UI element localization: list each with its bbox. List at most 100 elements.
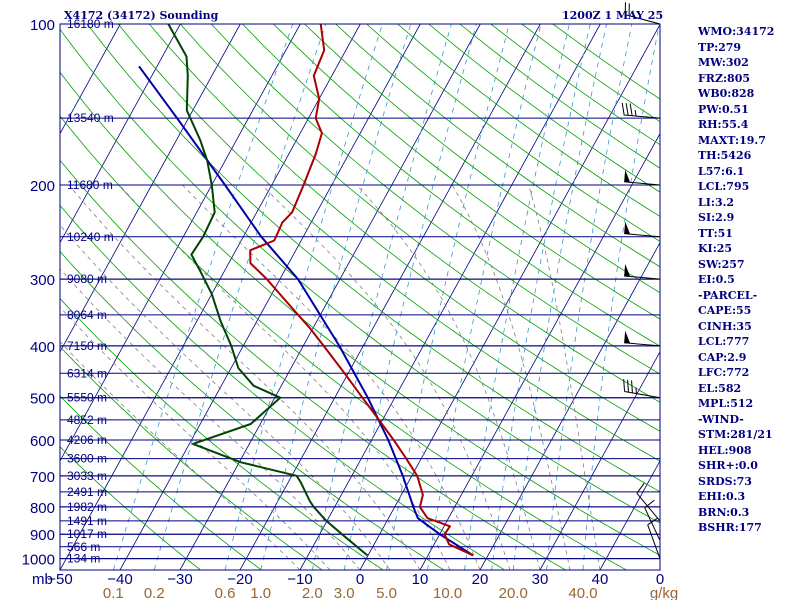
moist-adiabat-30 [356, 184, 541, 570]
dry-adiabat-80 [117, 24, 660, 462]
index-8: TH:5426 [698, 149, 752, 162]
mixing-tick-3: 1.0 [250, 585, 271, 600]
mixing-ratio-40 [582, 24, 660, 570]
dry-adiabat--30 [60, 446, 201, 570]
index-1: TP:279 [698, 40, 742, 54]
mixing-ratio-12 [464, 24, 570, 570]
wind-barb-6 [624, 221, 661, 238]
wind-staff-2 [636, 493, 661, 522]
wind-staff-8 [624, 114, 661, 119]
wind-barb-8 [621, 102, 661, 119]
mixing-ratio-20 [512, 24, 607, 570]
wind-barb-1 [644, 499, 661, 541]
dry-adiabat--20 [60, 395, 262, 570]
moist-adiabat-25 [261, 184, 511, 570]
temp-tick-0: −50 [47, 571, 72, 588]
temp-tick-2: −30 [167, 571, 192, 588]
dry-adiabat-50 [60, 71, 660, 556]
dry-adiabat-110 [211, 24, 660, 375]
height-label-600: 4206 m [67, 433, 107, 447]
index-13: TT:51 [698, 226, 733, 240]
dry-adiabat-100 [180, 24, 660, 403]
index-18: CAPE:55 [698, 304, 752, 317]
sounding-time: 1200Z 1 MAY 25 [562, 9, 664, 22]
wind-feather-3 [623, 379, 626, 392]
dry-adiabat-10 [60, 250, 445, 570]
moist-adiabat-35 [451, 184, 571, 570]
wind-pennant-7 [624, 169, 631, 183]
wind-barb-3 [623, 379, 661, 399]
index-24: MPL:512 [698, 397, 754, 410]
isotherm--80 [60, 24, 181, 244]
dry-adiabat-130 [273, 24, 660, 320]
wind-staff-0 [647, 524, 661, 559]
isotherm--70 [60, 24, 241, 353]
plot-frame [59, 23, 661, 571]
pressure-tick-300: 300 [30, 272, 55, 289]
height-label-800: 1982 m [67, 500, 107, 514]
isotherm-40 [599, 460, 660, 570]
dry-adiabat-0 [60, 297, 384, 570]
index-6: RH:55.4 [698, 118, 749, 131]
mixing-ratio-0.6 [224, 24, 383, 570]
mixing-tick-1: 0.2 [144, 585, 165, 600]
isotherm--20 [239, 24, 541, 570]
pressure-tick-700: 700 [30, 469, 55, 486]
wind-barb-0 [647, 517, 661, 559]
station-title: X4172 (34172) Sounding [64, 9, 219, 22]
wind-barb-2 [636, 483, 661, 522]
index-15: SW:257 [698, 257, 745, 271]
isotherm-0 [359, 24, 660, 570]
wind-feather-8 [625, 103, 629, 116]
height-label-450: 6314 m [67, 366, 107, 380]
wind-feather-3 [627, 379, 629, 393]
index-16: EI:0.5 [698, 273, 735, 286]
height-label-200: 11680 m [67, 178, 113, 192]
moist-adiabat-5 [60, 224, 391, 570]
index-27: HEL:908 [698, 443, 752, 457]
wind-barb-7 [624, 169, 661, 186]
dry-adiabat-150 [335, 24, 660, 268]
temp-tick-7: 20 [472, 571, 489, 588]
index-19: CINH:35 [698, 319, 752, 333]
isotherm--100 [60, 24, 61, 26]
isotherm-30 [539, 350, 660, 570]
pressure-tick-400: 400 [30, 339, 55, 356]
moist-adiabat--10 [60, 341, 301, 570]
moist-adiabat-20 [182, 184, 481, 570]
dry-adiabat-140 [304, 24, 660, 294]
temp-tick-9: 40 [592, 571, 609, 588]
index-10: LCL:795 [698, 180, 750, 193]
isotherm--40 [119, 24, 421, 570]
mixing-tick-6: 5.0 [376, 585, 397, 600]
index-20: LCL:777 [698, 335, 750, 348]
dry-adiabat-60 [60, 28, 660, 524]
temp-tick-4: −10 [287, 571, 312, 588]
wind-feather-1 [644, 499, 655, 509]
mixing-ratio-2 [311, 24, 452, 570]
dry-adiabat-40 [60, 115, 627, 570]
mixing-ratio-0.1 [112, 24, 294, 570]
mixing-unit: g/kg [650, 585, 678, 600]
mixing-ratio-16 [491, 24, 591, 570]
pressure-tick-800: 800 [30, 500, 55, 517]
wind-staff-9 [625, 14, 661, 25]
pressure-tick-200: 200 [30, 178, 55, 195]
index-0: WMO:34172 [698, 25, 775, 38]
dry-adiabat-70 [86, 24, 660, 493]
wind-feather-2 [636, 483, 645, 494]
wind-staff-4 [624, 342, 661, 347]
height-label-950: 566 m [67, 540, 100, 554]
mixing-tick-2: 0.6 [215, 585, 236, 600]
mixing-tick-5: 3.0 [334, 585, 355, 600]
index-29: SRDS:73 [698, 474, 752, 488]
height-label-150: 13540 m [67, 111, 114, 125]
height-label-900: 1017 m [67, 527, 107, 541]
temp-tick-5: 0 [356, 571, 364, 588]
pressure-unit: mb [32, 571, 53, 588]
wind-barb-9 [624, 2, 661, 25]
mixing-ratio-5 [386, 24, 510, 570]
height-label-400: 7150 m [67, 339, 107, 353]
index-23: EL:582 [698, 381, 742, 395]
pressure-tick-900: 900 [30, 527, 55, 544]
